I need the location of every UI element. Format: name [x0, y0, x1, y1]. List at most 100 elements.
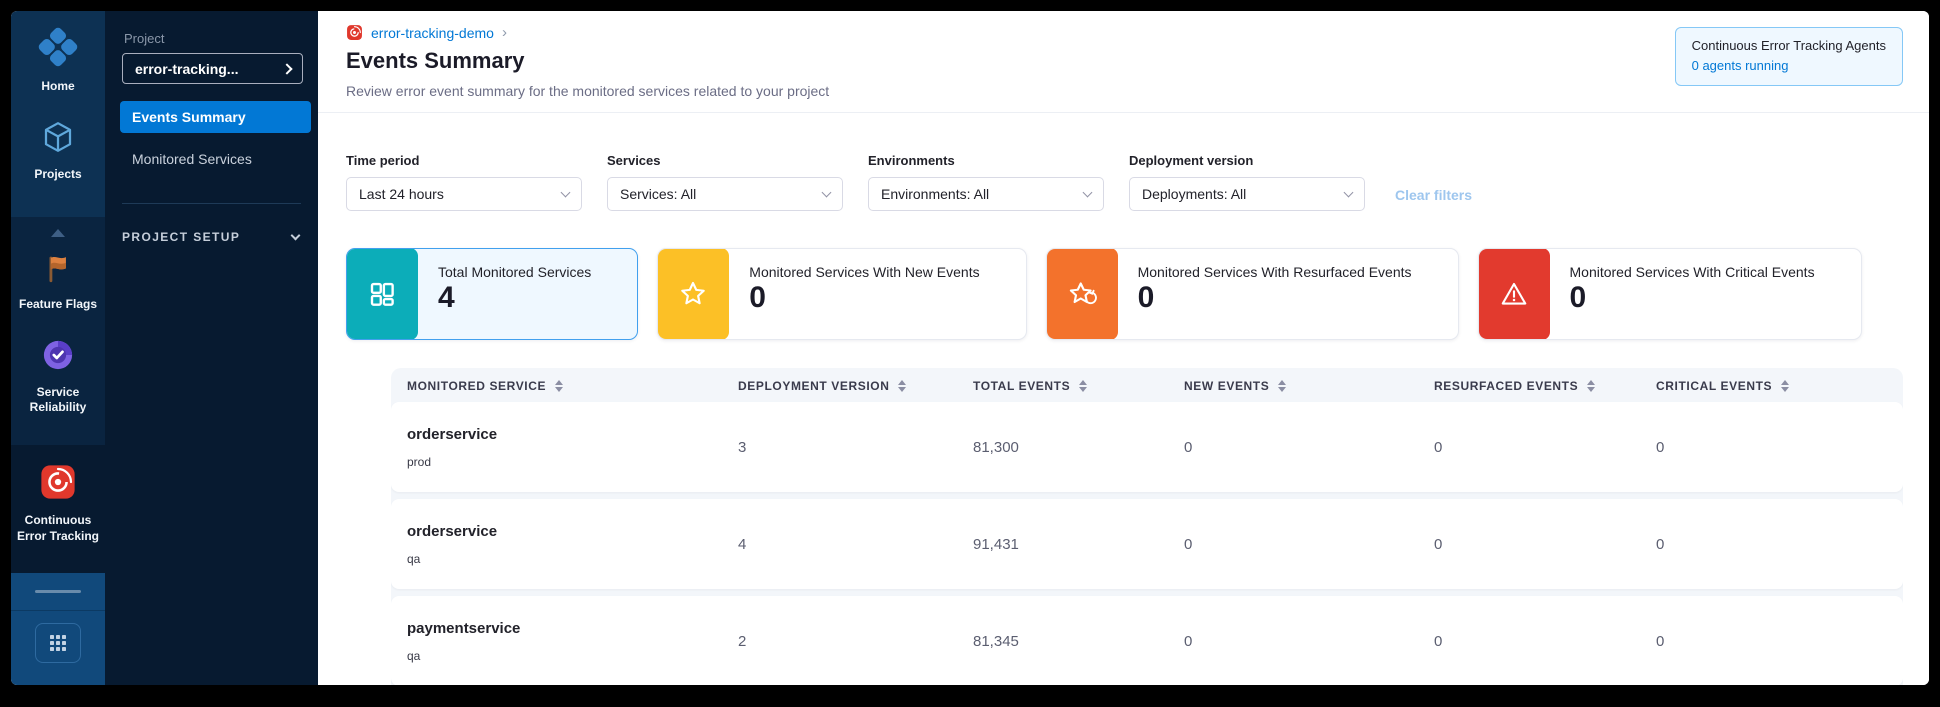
nav-item-label: Continuous Error Tracking: [16, 513, 100, 543]
page-header-left: error-tracking-demo › Events Summary Rev…: [346, 24, 829, 99]
drag-handle[interactable]: [35, 590, 81, 593]
nav-rail-top-section: Home Projects: [11, 11, 105, 217]
total-events-cell: 81,345: [973, 632, 1019, 650]
sort-icon[interactable]: [1781, 380, 1790, 392]
filter-value: Services: All: [620, 186, 697, 202]
stat-body: Total Monitored Services 4: [417, 249, 637, 339]
page-title: Events Summary: [346, 48, 525, 73]
critical-events-cell: 0: [1656, 632, 1665, 650]
sort-icon[interactable]: [1079, 380, 1088, 392]
column-header-new-events[interactable]: NEW EVENTS: [1184, 379, 1434, 393]
agents-running-link[interactable]: 0 agents running: [1691, 58, 1789, 73]
nav-item-home[interactable]: Home: [38, 27, 78, 95]
column-header-deployment-version[interactable]: DEPLOYMENT VERSION: [738, 379, 973, 393]
service-name: paymentservice: [407, 619, 521, 637]
filter-label: Environments: [868, 153, 955, 168]
services-select[interactable]: Services: All: [607, 177, 843, 211]
sidebar-item-monitored-services[interactable]: Monitored Services: [120, 143, 311, 175]
critical-events-cell: 0: [1656, 438, 1665, 456]
chevron-down-icon: [1082, 187, 1093, 197]
stat-card-total-monitored-services[interactable]: Total Monitored Services 4: [346, 248, 639, 340]
project-label: Project: [124, 31, 165, 46]
table-row[interactable]: orderservice qa 4 91,431 0 0 0: [391, 499, 1903, 589]
deployment-version-cell: 3: [738, 438, 747, 456]
module-grid-button[interactable]: [35, 623, 81, 663]
error-tracking-icon: [346, 24, 363, 41]
filter-value: Last 24 hours: [359, 186, 444, 202]
sort-icon[interactable]: [1587, 380, 1596, 392]
stat-card-resurfaced-events[interactable]: Monitored Services With Resurfaced Event…: [1045, 248, 1459, 340]
grid-icon: [370, 282, 394, 306]
nav-item-service-reliability[interactable]: Service Reliability: [14, 337, 102, 416]
column-header-critical-events[interactable]: CRITICAL EVENTS: [1656, 379, 1887, 393]
stat-icon-block: [347, 249, 418, 339]
column-label: NEW EVENTS: [1184, 379, 1270, 393]
table-row[interactable]: paymentservice qa 2 81,345 0 0 0: [391, 596, 1903, 685]
clear-filters-button[interactable]: Clear filters: [1395, 187, 1473, 203]
home-icon: [38, 27, 78, 72]
chevron-down-icon: [290, 230, 301, 240]
column-header-monitored-service[interactable]: MONITORED SERVICE: [407, 379, 738, 393]
agents-status-title: Continuous Error Tracking Agents: [1691, 38, 1886, 53]
project-setup-toggle[interactable]: PROJECT SETUP: [122, 230, 301, 244]
nav-rail-mid-section: Feature Flags Service Reliability: [11, 217, 105, 445]
collapse-up-icon[interactable]: [51, 229, 65, 237]
column-label: DEPLOYMENT VERSION: [738, 379, 890, 393]
nav-item-projects[interactable]: Projects: [34, 119, 82, 183]
nav-item-feature-flags[interactable]: Feature Flags: [19, 251, 97, 313]
filter-label: Services: [607, 153, 661, 168]
stat-body: Monitored Services With New Events 0: [728, 249, 1025, 339]
service-name: orderservice: [407, 425, 498, 443]
sidebar-nav: Events Summary Monitored Services: [105, 101, 318, 175]
stat-icon-block: [1046, 249, 1118, 339]
table-header: MONITORED SERVICE DEPLOYMENT VERSION TOT…: [391, 368, 1903, 402]
column-header-resurfaced-events[interactable]: RESURFACED EVENTS: [1434, 379, 1656, 393]
time-period-select[interactable]: Last 24 hours: [346, 177, 582, 211]
service-environment: qa: [407, 551, 421, 566]
new-events-cell: 0: [1184, 438, 1193, 456]
chevron-down-icon: [1343, 187, 1354, 197]
deployments-select[interactable]: Deployments: All: [1129, 177, 1365, 211]
new-events-cell: 0: [1184, 535, 1193, 553]
breadcrumb: error-tracking-demo ›: [346, 24, 829, 41]
stat-card-new-events[interactable]: Monitored Services With New Events 0: [657, 248, 1027, 340]
sort-icon[interactable]: [555, 380, 564, 392]
resurfaced-events-cell: 0: [1434, 438, 1443, 456]
filter-deployment-version: Deployment version Deployments: All: [1129, 153, 1365, 211]
service-environment: qa: [407, 648, 421, 663]
sidebar-item-events-summary[interactable]: Events Summary: [120, 101, 311, 133]
stat-value: 0: [1569, 281, 1587, 314]
stat-value: 0: [1137, 281, 1155, 314]
resurfaced-events-cell: 0: [1434, 632, 1443, 650]
resurfaced-events-cell: 0: [1434, 535, 1443, 553]
environments-select[interactable]: Environments: All: [868, 177, 1104, 211]
filter-value: Deployments: All: [1142, 186, 1247, 202]
stat-cards: Total Monitored Services 4 Monitored Ser…: [318, 211, 1929, 340]
apps-grid-icon: [50, 635, 66, 651]
deployment-version-cell: 4: [738, 535, 747, 553]
sort-icon[interactable]: [1278, 380, 1287, 392]
sidebar-item-label: Monitored Services: [132, 151, 252, 167]
stat-body: Monitored Services With Resurfaced Event…: [1117, 249, 1458, 339]
stat-icon-block: [658, 249, 730, 339]
agents-status-card[interactable]: Continuous Error Tracking Agents 0 agent…: [1674, 27, 1903, 86]
sort-icon[interactable]: [898, 380, 907, 392]
app-window: Home Projects Feature Flags S: [11, 11, 1929, 685]
chevron-down-icon: [821, 187, 832, 197]
project-selector-value: error-tracking...: [135, 60, 239, 77]
nav-item-continuous-error-tracking[interactable]: Continuous Error Tracking: [14, 463, 102, 544]
filter-environments: Environments Environments: All: [868, 153, 1104, 211]
page-subtitle: Review error event summary for the monit…: [346, 83, 830, 99]
stat-card-critical-events[interactable]: Monitored Services With Critical Events …: [1477, 248, 1862, 340]
breadcrumb-project-link[interactable]: error-tracking-demo: [371, 24, 494, 41]
stat-label: Total Monitored Services: [438, 264, 592, 280]
stat-label: Monitored Services With Resurfaced Event…: [1137, 264, 1412, 280]
filter-time-period: Time period Last 24 hours: [346, 153, 582, 211]
column-header-total-events[interactable]: TOTAL EVENTS: [973, 379, 1184, 393]
table-row[interactable]: orderservice prod 3 81,300 0 0 0: [391, 402, 1903, 492]
star-icon: [681, 281, 706, 305]
project-selector[interactable]: error-tracking...: [122, 53, 303, 84]
filters-bar: Time period Last 24 hours Services Servi…: [318, 113, 1929, 211]
projects-icon: [40, 119, 76, 160]
nav-rail-cet-section: Continuous Error Tracking: [11, 445, 105, 573]
